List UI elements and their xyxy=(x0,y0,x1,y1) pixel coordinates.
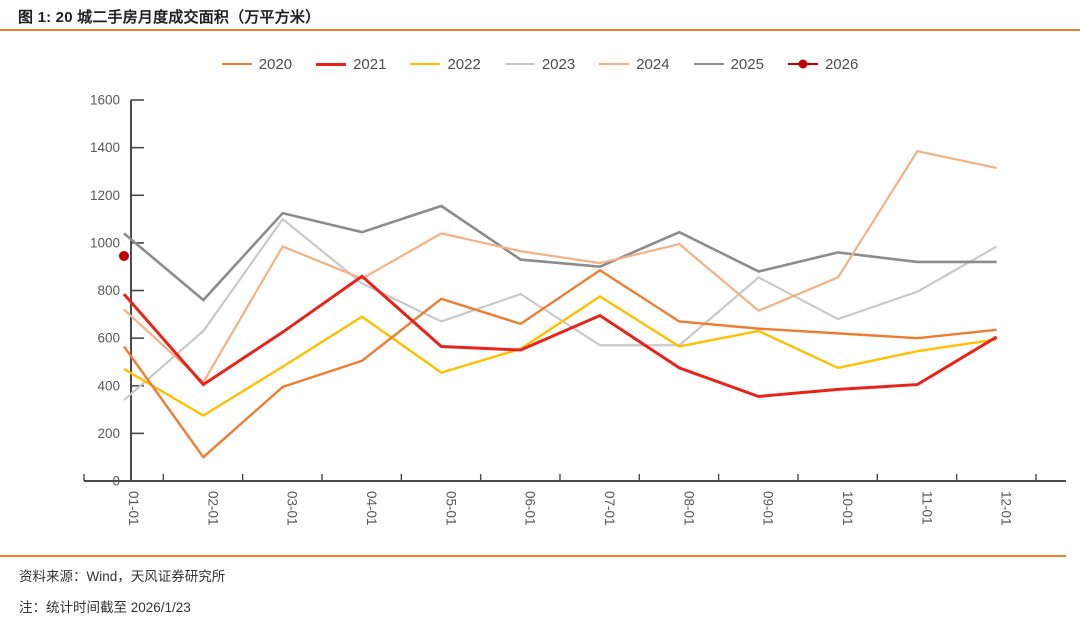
series-line-2021 xyxy=(122,274,998,398)
legend-label-2022: 2022 xyxy=(447,55,481,73)
legend-item-2023: 2023 xyxy=(504,55,576,73)
source-text: 资料来源：Wind，天风证券研究所 xyxy=(19,569,226,584)
y-axis-tick-label: 1600 xyxy=(90,93,120,108)
legend-swatch-2025 xyxy=(693,62,724,66)
x-axis-tick-label: 10-01 xyxy=(840,491,855,526)
legend-item-2026: 2026 xyxy=(787,55,859,73)
legend-item-2020: 2020 xyxy=(221,55,293,73)
chart-title: 图 1: 20 城二手房月度成交面积（万平方米） xyxy=(18,9,321,26)
bottom-accent-rule xyxy=(0,555,1066,557)
y-axis-tick-label: 600 xyxy=(97,331,120,346)
x-axis-tick-label: 04-01 xyxy=(364,491,379,526)
legend-label-2020: 2020 xyxy=(258,55,293,73)
legend-label-2026: 2026 xyxy=(824,55,859,73)
y-axis-tick-label: 1400 xyxy=(90,140,120,155)
legend-swatch-2026 xyxy=(787,59,818,69)
line-chart: 0200400600800100012001400160001-0102-010… xyxy=(83,93,1066,526)
series-line-2022 xyxy=(123,295,997,417)
x-axis-tick-label: 02-01 xyxy=(205,491,220,526)
legend-swatch-2023 xyxy=(504,62,535,66)
x-axis-tick-label: 12-01 xyxy=(999,491,1014,526)
y-axis-tick-label: 1000 xyxy=(90,235,120,250)
x-axis-tick-label: 06-01 xyxy=(523,491,538,526)
legend-label-2023: 2023 xyxy=(541,55,576,73)
x-axis-tick-label: 01-01 xyxy=(126,491,141,526)
note-text: 注：统计时间截至 2026/1/23 xyxy=(19,600,191,615)
x-axis-tick-label: 03-01 xyxy=(285,491,300,526)
series-line-2023 xyxy=(123,217,998,401)
legend-label-2024: 2024 xyxy=(636,55,670,73)
legend-label-2021: 2021 xyxy=(353,55,387,73)
legend-marker-dot xyxy=(798,59,808,69)
legend-item-2021: 2021 xyxy=(316,56,386,73)
x-axis-tick-label: 11-01 xyxy=(919,491,934,525)
x-axis-tick-label: 09-01 xyxy=(761,491,776,526)
legend-item-2025: 2025 xyxy=(693,55,764,73)
x-axis-tick-label: 07-01 xyxy=(602,491,617,526)
y-axis-tick-label: 1200 xyxy=(90,188,120,203)
y-axis-tick-label: 200 xyxy=(97,426,120,441)
y-axis-tick-label: 800 xyxy=(97,283,120,298)
legend-item-2022: 2022 xyxy=(410,55,481,73)
series-line-2024 xyxy=(123,149,997,384)
x-axis-tick-label: 05-01 xyxy=(443,491,458,526)
series-line-2025 xyxy=(123,204,997,302)
legend-swatch-2024 xyxy=(599,62,630,66)
title-accent-rule xyxy=(0,29,1080,31)
legend-item-2024: 2024 xyxy=(599,55,670,73)
y-axis-tick-label: 400 xyxy=(97,378,120,393)
series-line-2020 xyxy=(123,268,997,459)
legend-swatch-2021 xyxy=(316,62,347,66)
series-point-2026 xyxy=(119,250,129,261)
legend-swatch-2022 xyxy=(410,62,441,66)
legend-label-2025: 2025 xyxy=(730,55,764,73)
legend-swatch-2020 xyxy=(221,62,252,66)
chart-legend: 2020 2021 2022 2023 2024 2025 2026 xyxy=(0,52,1080,76)
x-axis-tick-label: 08-01 xyxy=(681,491,696,526)
